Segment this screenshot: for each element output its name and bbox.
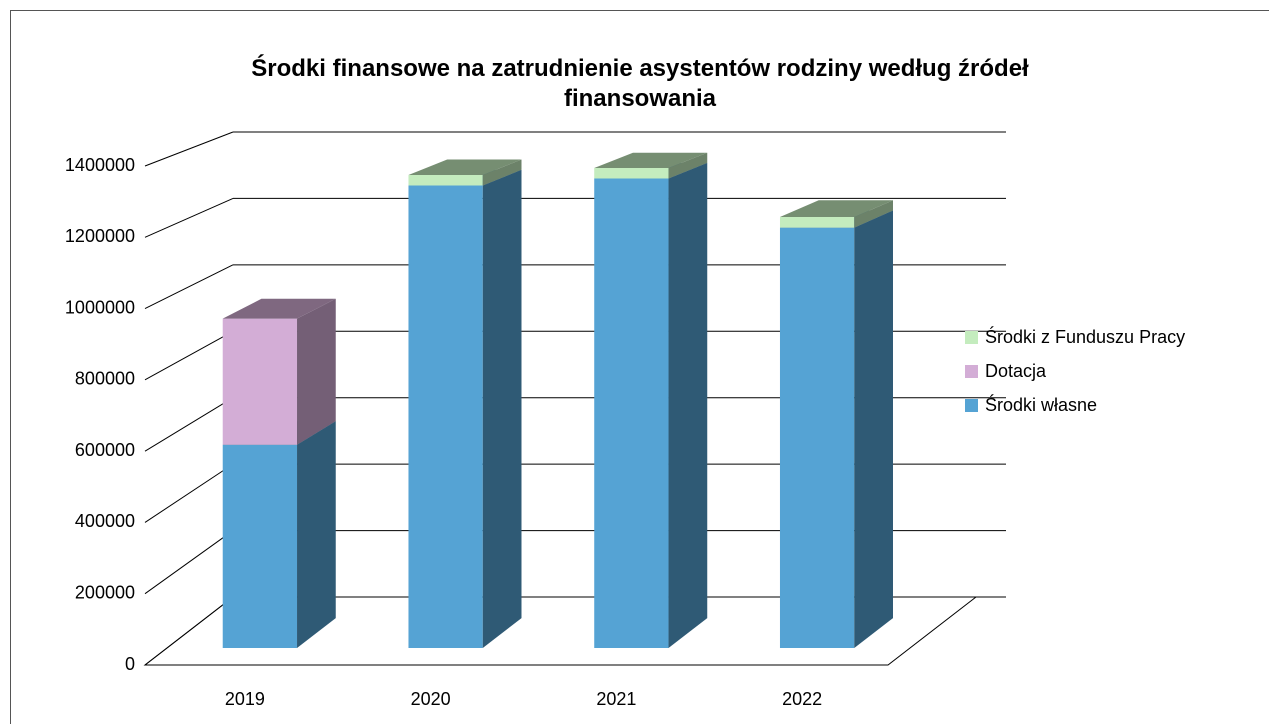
x-tick-label: 2020	[411, 689, 451, 709]
bar	[779, 210, 893, 649]
legend-swatch	[965, 365, 978, 378]
bar-side	[854, 200, 893, 228]
bar-side	[482, 159, 522, 186]
y-tick-label: 400000	[75, 511, 135, 531]
grid-line	[144, 330, 234, 381]
chart-title: Środki finansowe na zatrudnienie asysten…	[251, 54, 1029, 112]
legend-label: Dotacja	[985, 361, 1047, 381]
bar	[594, 152, 708, 179]
legend-label: Środki z Funduszu Pracy	[985, 326, 1185, 347]
grid-line	[144, 397, 234, 452]
grid-line	[144, 264, 234, 310]
grid-line	[144, 131, 234, 167]
grid-line	[144, 596, 234, 666]
bar-side	[297, 298, 336, 445]
bar-top	[594, 152, 708, 169]
bar-side	[854, 210, 893, 648]
y-tick-label: 800000	[75, 369, 135, 389]
y-tick-label: 1400000	[65, 155, 135, 175]
bar-front	[594, 178, 669, 648]
legend-label: Środki własne	[985, 394, 1097, 415]
y-tick-label: 1000000	[65, 297, 135, 317]
bar-side	[297, 421, 336, 648]
grid-line	[144, 530, 234, 595]
y-tick-label: 1200000	[65, 226, 135, 246]
y-tick-label: 200000	[75, 582, 135, 602]
bar-side	[668, 152, 708, 179]
grid-line	[144, 463, 234, 523]
bar-front	[222, 444, 298, 648]
bar-front	[222, 318, 298, 445]
bar-front	[779, 217, 855, 228]
legend-swatch	[965, 331, 978, 344]
bar-top	[408, 159, 522, 176]
grid-line	[144, 197, 234, 238]
y-tick-label: 0	[125, 654, 135, 674]
x-tick-label: 2022	[782, 689, 822, 709]
x-tick-label: 2019	[225, 689, 265, 709]
bar-side	[668, 162, 708, 648]
bar	[594, 162, 708, 648]
bar-front	[779, 227, 855, 649]
bar-top	[779, 200, 893, 218]
bar	[779, 200, 893, 228]
bar	[222, 421, 336, 648]
y-tick-label: 600000	[75, 440, 135, 460]
bar-side	[482, 169, 522, 648]
bar-front	[408, 175, 483, 186]
bar-front	[408, 185, 483, 648]
bar	[222, 298, 336, 445]
bar-top	[222, 298, 336, 319]
bar	[408, 159, 522, 186]
x-tick-label: 2021	[596, 689, 636, 709]
bar	[408, 169, 522, 648]
bar-front	[594, 168, 669, 179]
legend-swatch	[965, 399, 978, 412]
